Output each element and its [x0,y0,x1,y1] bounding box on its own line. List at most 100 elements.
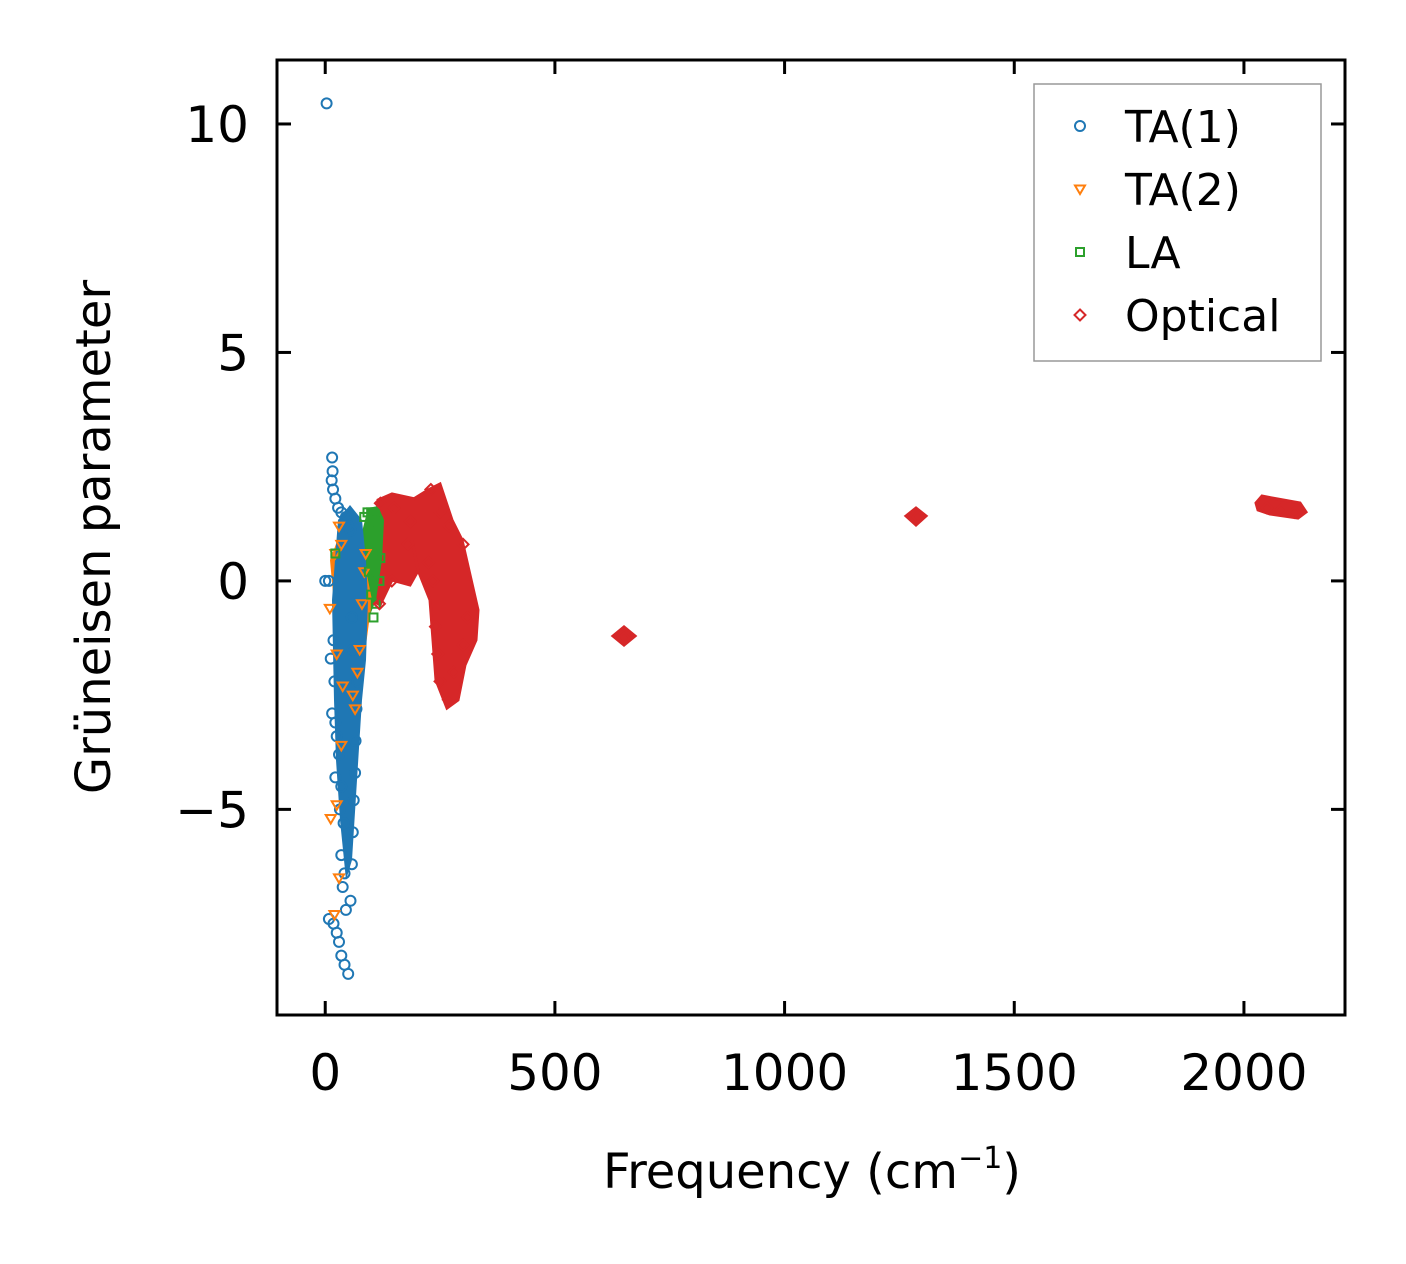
data-point [333,935,346,948]
data-point [320,97,333,110]
data-point [403,514,418,529]
data-point [421,555,436,570]
data-point [460,610,475,625]
series-ta-1 [319,97,364,980]
y-tick-label: 5 [217,324,249,382]
legend-label: Optical [1125,291,1280,342]
legend-label: TA(2) [1124,165,1241,216]
data-point [366,589,377,600]
legend: TA(1) TA(2) LA Optical [1033,83,1322,362]
y-tick-label: 10 [185,96,249,154]
plot-frame [275,58,1347,1017]
data-point [323,603,337,616]
data-point [373,516,384,527]
legend-marker [1074,120,1086,132]
x-tick-label: 2000 [1180,1044,1307,1102]
data-point [332,873,346,885]
data-point [430,647,445,661]
legend-label: TA(1) [1124,102,1241,153]
data-point [910,510,925,524]
marker-layer [319,97,1302,980]
data-point [423,482,438,497]
data-point [330,548,341,559]
data-point [327,634,340,647]
x-axis-label-superscript: −1 [958,1141,1002,1176]
data-point [355,599,369,611]
optical-region-650 [610,625,638,647]
data-point [329,771,342,784]
data-point [348,704,362,716]
data-point [428,619,443,634]
data-point [334,740,349,753]
x-tick-label: 1500 [951,1044,1078,1102]
data-point [616,631,631,645]
data-point [329,716,342,729]
data-point [387,500,402,515]
data-point [338,867,351,880]
data-point [441,692,456,707]
data-point [358,548,373,561]
x-axis: 0 500 1000 1500 2000 [309,60,1308,1102]
data-point [326,451,339,464]
data-point [337,817,350,830]
data-point [374,575,385,586]
optical-region-low-2 [410,481,480,711]
data-point [333,748,346,761]
data-point [1287,505,1302,520]
data-point [335,780,348,793]
series-la [330,507,386,623]
data-point [1273,503,1288,517]
data-point [370,598,381,609]
legend-marker [1075,247,1085,257]
data-point [345,611,358,624]
data-point [329,800,344,812]
x-tick-label: 1000 [721,1044,848,1102]
data-point [1259,500,1274,515]
data-point [335,849,348,862]
data-point [372,596,387,611]
data-point [332,521,346,534]
data-point [319,574,332,587]
x-tick-label: 0 [309,1044,341,1102]
y-axis-label: Grüneisen parameter [66,280,122,795]
legend-marker [1073,308,1087,322]
y-axis: 10 5 0 −5 [175,96,1345,839]
y-tick-label: 0 [217,553,249,611]
x-axis-label-close: ) [1002,1144,1021,1200]
data-point [446,665,461,680]
data-point [352,644,367,657]
x-axis-label-main: Frequency (cm [603,1144,958,1200]
data-point [401,537,415,552]
data-point [426,573,441,588]
data-point [456,537,470,552]
data-point [433,505,447,520]
optical-region-1290 [903,506,929,528]
x-axis-label: Frequency (cm−1) [603,1141,1021,1200]
data-point [384,573,399,588]
data-point [344,524,357,537]
data-point [334,539,349,552]
series-optical [372,482,1302,707]
data-point [373,496,388,511]
data-point [329,649,344,661]
data-point [433,674,447,689]
data-point [328,675,341,688]
data-point [336,881,349,894]
data-point [346,826,359,839]
data-point [350,667,365,680]
data-point [344,894,357,907]
data-point [363,566,374,577]
optical-fill-regions [370,481,1309,711]
data-point [375,553,386,564]
data-point [456,637,470,652]
data-point [368,612,379,623]
legend-label: LA [1125,228,1181,279]
data-point [347,794,360,807]
data-point [346,690,360,703]
data-point [342,967,355,980]
data-point [442,519,457,533]
data-point [335,681,350,693]
data-point [369,507,380,518]
data-point [327,909,342,922]
